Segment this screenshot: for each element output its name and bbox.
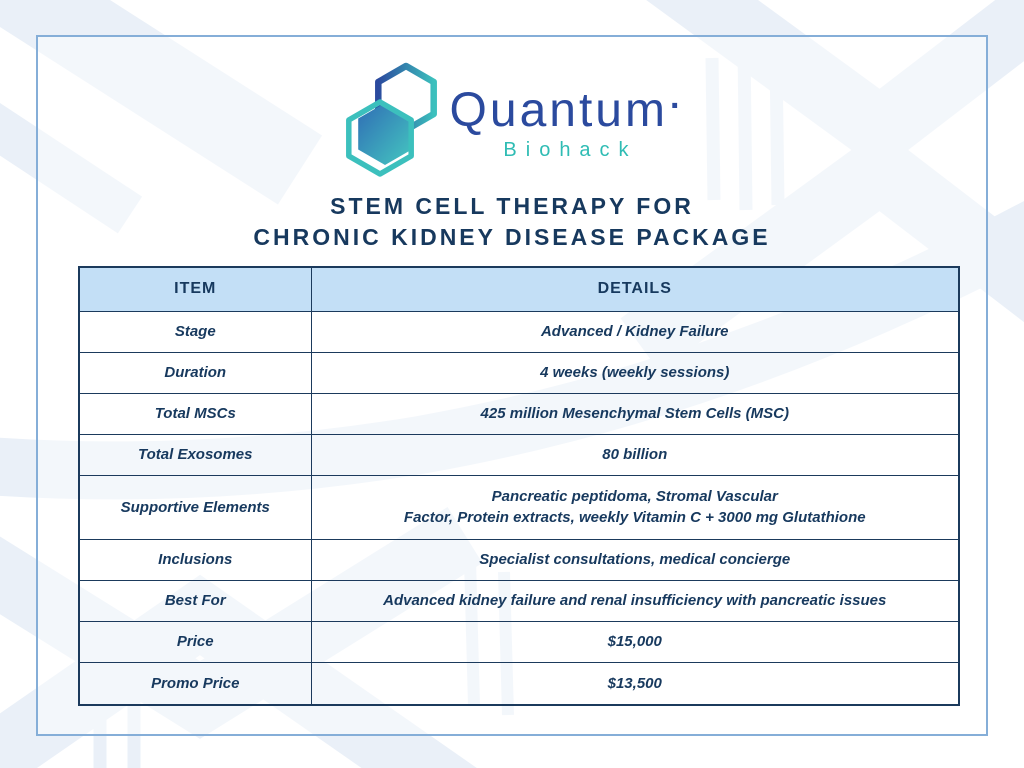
table-row-best-for: Best For Advanced kidney failure and ren… [78, 579, 960, 622]
page-title: STEM CELL THERAPY FOR CHRONIC KIDNEY DIS… [38, 191, 986, 253]
item-cell-price: Price [78, 620, 312, 663]
item-cell-supportive-elements: Supportive Elements [78, 474, 312, 540]
item-cell-duration: Duration [78, 351, 312, 394]
hexagons-logo-icon [345, 62, 437, 177]
table-row-total-mscs: Total MSCs 425 million Mesenchymal Stem … [78, 392, 960, 435]
details-cell-duration: 4 weeks (weekly sessions) [310, 351, 960, 394]
table-row-stage: Stage Advanced / Kidney Failure [78, 310, 960, 353]
details-cell-total-mscs: 425 million Mesenchymal Stem Cells (MSC) [310, 392, 960, 435]
brand-subtitle: Biohack [503, 138, 638, 161]
header-item: ITEM [78, 266, 312, 312]
details-cell-inclusions: Specialist consultations, medical concie… [310, 538, 960, 581]
table-row-total-exosomes: Total Exosomes 80 billion [78, 433, 960, 476]
item-cell-promo-price: Promo Price [78, 661, 312, 706]
table-header-row: ITEM DETAILS [78, 266, 960, 312]
details-cell-total-exosomes: 80 billion [310, 433, 960, 476]
item-cell-inclusions: Inclusions [78, 538, 312, 581]
brand-name: Quantum. [449, 77, 683, 137]
item-cell-total-exosomes: Total Exosomes [78, 433, 312, 476]
logo: Quantum. Biohack [38, 61, 986, 177]
flyer-card: Quantum. Biohack STEM CELL THERAPY FOR C… [36, 35, 988, 736]
item-cell-best-for: Best For [78, 579, 312, 622]
logo-text: Quantum. Biohack [449, 77, 683, 162]
header-details: DETAILS [310, 266, 960, 312]
table-row-promo-price: Promo Price $13,500 [78, 661, 960, 706]
table-row-duration: Duration 4 weeks (weekly sessions) [78, 351, 960, 394]
table-row-supportive-elements: Supportive Elements Pancreatic peptidoma… [78, 474, 960, 540]
details-cell-best-for: Advanced kidney failure and renal insuff… [310, 579, 960, 622]
table-row-price: Price $15,000 [78, 620, 960, 663]
brand-dot: . [669, 77, 683, 116]
item-cell-stage: Stage [78, 310, 312, 353]
details-cell-supportive-elements: Pancreatic peptidoma, Stromal Vascular F… [310, 474, 960, 540]
table-row-inclusions: Inclusions Specialist consultations, med… [78, 538, 960, 581]
page-title-line1: STEM CELL THERAPY FOR [330, 193, 694, 219]
page-title-line2: CHRONIC KIDNEY DISEASE PACKAGE [253, 224, 771, 250]
package-details-table: ITEM DETAILS Stage Advanced / Kidney Fai… [78, 266, 960, 706]
item-cell-total-mscs: Total MSCs [78, 392, 312, 435]
details-cell-price: $15,000 [310, 620, 960, 663]
promo-price-value: $13,500 [310, 661, 960, 706]
details-cell-stage: Advanced / Kidney Failure [310, 310, 960, 353]
